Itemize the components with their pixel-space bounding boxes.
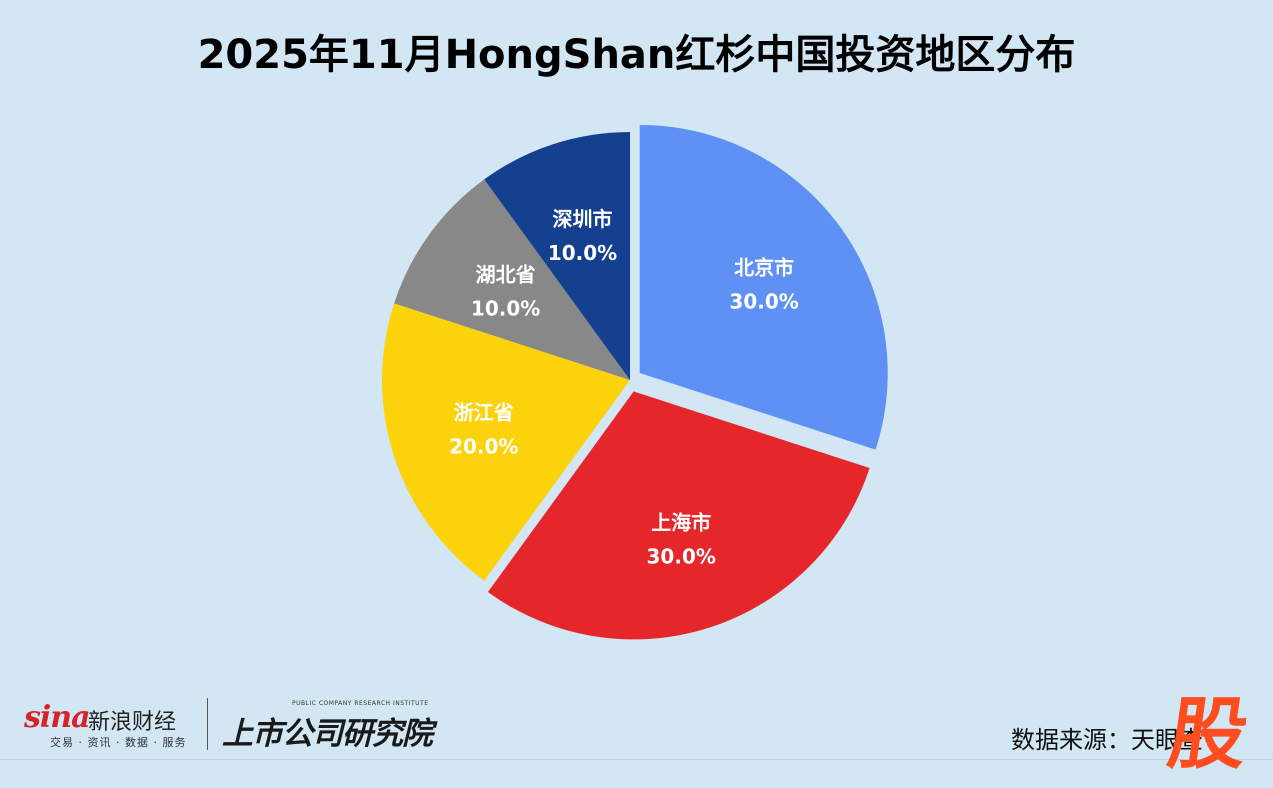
logo-divider xyxy=(207,698,208,750)
pie-slice xyxy=(394,179,630,380)
slice-category-label: 深圳市 xyxy=(552,207,612,231)
slice-category-label: 湖北省 xyxy=(476,263,536,287)
slice-value-label: 10.0% xyxy=(471,297,540,321)
slice-category-label: 浙江省 xyxy=(454,401,514,425)
sina-finance-tagline: 交易 · 资讯 · 数据 · 服务 xyxy=(50,736,187,749)
pie-slice xyxy=(382,303,630,581)
chart-title: 2025年11月HongShan红杉中国投资地区分布 xyxy=(197,32,1076,78)
slice-value-label: 20.0% xyxy=(449,435,518,459)
institute-english-name: PUBLIC COMPANY RESEARCH INSTITUTE xyxy=(292,700,429,707)
pie-slice xyxy=(487,391,870,640)
slice-category-label: 北京市 xyxy=(734,256,794,280)
data-source: 数据来源：天眼查 xyxy=(1011,726,1203,754)
sina-finance-name: 新浪财经 xyxy=(88,710,177,735)
slice-category-label: 上海市 xyxy=(651,511,711,535)
footer-divider xyxy=(0,759,1273,760)
slice-value-label: 30.0% xyxy=(729,290,798,314)
pie-slice xyxy=(484,132,630,380)
stock-corner-logo: 股 xyxy=(1162,690,1254,780)
sina-finance-logo: sina 新浪财经 交易 · 资讯 · 数据 · 服务 xyxy=(24,700,200,752)
institute-name: 上市公司研究院 xyxy=(222,716,433,752)
sina-eye-logo-mark: sina xyxy=(24,700,91,735)
slice-value-label: 30.0% xyxy=(647,545,716,569)
research-institute-logo: PUBLIC COMPANY RESEARCH INSTITUTE 上市公司研究… xyxy=(222,700,462,752)
pie-slice xyxy=(639,124,888,450)
slice-value-label: 10.0% xyxy=(548,241,617,265)
